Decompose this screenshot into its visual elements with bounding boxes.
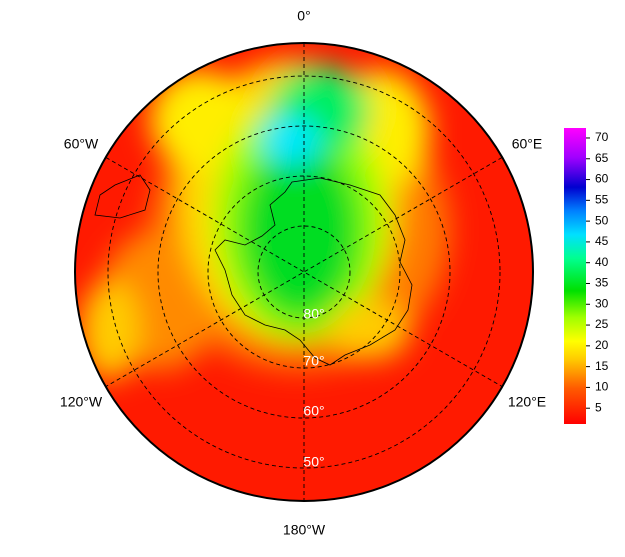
colorbar-tick-label: 70 [595, 130, 609, 144]
colorbar-tick-label: 65 [595, 151, 609, 165]
colorbar-tick-label: 55 [595, 193, 609, 207]
longitude-label: 120°E [508, 394, 546, 410]
longitude-label: 60°E [512, 136, 543, 152]
latitude-label: 70° [303, 353, 324, 369]
colorbar-tick-label: 10 [595, 380, 609, 394]
colorbar-tick-label: 5 [595, 400, 602, 414]
graticule [105, 43, 503, 501]
latitude-label: 60° [303, 403, 324, 419]
colorbar-tick-label: 35 [595, 276, 609, 290]
longitude-label: 60°W [64, 136, 99, 152]
colorbar: 5 10 15 20 25 30 35 40 45 50 55 60 65 70 [564, 128, 609, 424]
longitude-label: 180°W [283, 522, 326, 538]
colorbar-tick-label: 50 [595, 213, 609, 227]
colorbar-gradient [564, 128, 586, 424]
heatmap [75, 43, 533, 501]
colorbar-tick-label: 45 [595, 234, 609, 248]
map-border [74, 42, 534, 502]
colorbar-tick-label: 25 [595, 317, 609, 331]
colorbar-tick-label: 20 [595, 338, 609, 352]
colorbar-tick-label: 30 [595, 296, 609, 310]
coastline [94, 174, 413, 366]
longitude-label: 0° [297, 8, 310, 24]
latitude-label: 80° [303, 306, 324, 322]
colorbar-tick-label: 60 [595, 172, 609, 186]
latitude-label: 50° [303, 454, 324, 470]
colorbar-tick-label: 40 [595, 255, 609, 269]
longitude-label: 120°W [60, 394, 103, 410]
colorbar-tick-label: 15 [595, 359, 609, 373]
